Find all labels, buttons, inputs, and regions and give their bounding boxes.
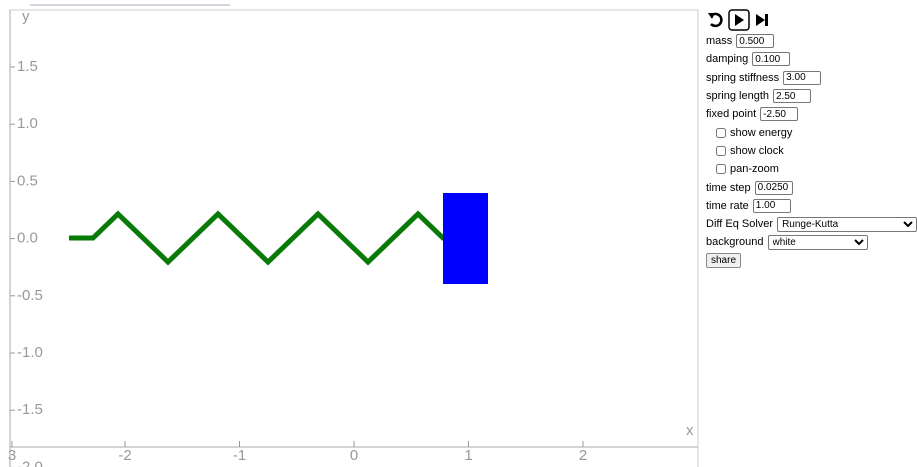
control-rows: mass damping spring stiffness spring length…: [706, 32, 917, 270]
y-tick-label: 0.0: [17, 230, 38, 247]
checkbox[interactable]: [716, 127, 726, 138]
checkbox-row: show energy: [706, 123, 917, 141]
field-input[interactable]: [760, 107, 799, 122]
x-tick-label: 1: [464, 447, 472, 464]
x-tick-label: 3: [8, 447, 16, 464]
y-tick-label: 0.5: [17, 172, 38, 189]
select-label: Diff Eq Solver: [706, 218, 774, 231]
y-tick-label: -2.0: [17, 458, 43, 467]
field-input[interactable]: [752, 52, 791, 67]
checkbox-label: show clock: [730, 144, 784, 157]
select-row: Diff Eq Solver Runge-Kutta: [706, 215, 917, 233]
y-tick-label: -1.0: [17, 344, 43, 361]
field-row: time step: [706, 178, 917, 196]
simulation-canvas[interactable]: y x 1.5 1.0 0.5 0.0 -0.5 -1.0 -1.5 -2.03 -2 -1 0 1 2: [0, 0, 700, 467]
mass-block[interactable]: [443, 193, 488, 284]
x-tick-label: 2: [579, 447, 587, 464]
field-row: spring stiffness: [706, 69, 917, 87]
field-input[interactable]: [783, 70, 822, 85]
field-label: spring length: [706, 90, 769, 103]
field-row: time rate: [706, 197, 917, 215]
spring: [69, 210, 466, 266]
field-label: damping: [706, 53, 749, 66]
y-tick-label: 1.0: [17, 115, 38, 132]
x-tick-label: -2: [118, 447, 131, 464]
field-row: damping: [706, 50, 917, 68]
share-row: share: [706, 252, 917, 270]
checkbox[interactable]: [716, 145, 726, 156]
field-label: time step: [706, 181, 751, 194]
field-label: time rate: [706, 199, 749, 212]
checkbox-label: show energy: [730, 126, 793, 139]
checkbox-row: show clock: [706, 142, 917, 160]
select-row: background white: [706, 233, 917, 251]
checkbox[interactable]: [716, 164, 726, 175]
reset-button[interactable]: [706, 10, 726, 30]
select[interactable]: Runge-Kutta: [777, 216, 917, 232]
checkbox-label: pan-zoom: [730, 163, 779, 176]
field-row: mass: [706, 32, 917, 50]
field-label: fixed point: [706, 108, 757, 121]
y-tick-label: -0.5: [17, 287, 43, 304]
x-tick-label: -1: [233, 447, 246, 464]
select-label: background: [706, 236, 764, 249]
field-row: fixed point: [706, 105, 917, 123]
checkbox-row: pan-zoom: [706, 160, 917, 178]
y-tick-label: -1.5: [17, 401, 43, 418]
x-axis-label: x: [686, 422, 694, 439]
sim-buttons: [706, 8, 917, 32]
step-button[interactable]: [752, 10, 772, 30]
field-input[interactable]: [736, 34, 775, 49]
select[interactable]: white: [767, 234, 868, 250]
x-tick-label: 0: [350, 447, 358, 464]
control-panel: mass damping spring stiffness spring length…: [706, 8, 917, 270]
plot-frame: [9, 9, 699, 467]
y-tick-label: 1.5: [17, 58, 38, 75]
field-input[interactable]: [754, 180, 793, 195]
play-button[interactable]: [728, 9, 750, 31]
field-label: spring stiffness: [706, 71, 780, 84]
field-row: spring length: [706, 87, 917, 105]
field-input[interactable]: [773, 89, 811, 104]
share-button[interactable]: share: [706, 253, 742, 269]
field-label: mass: [706, 35, 733, 48]
field-input[interactable]: [752, 198, 791, 213]
y-axis-label: y: [22, 8, 30, 25]
